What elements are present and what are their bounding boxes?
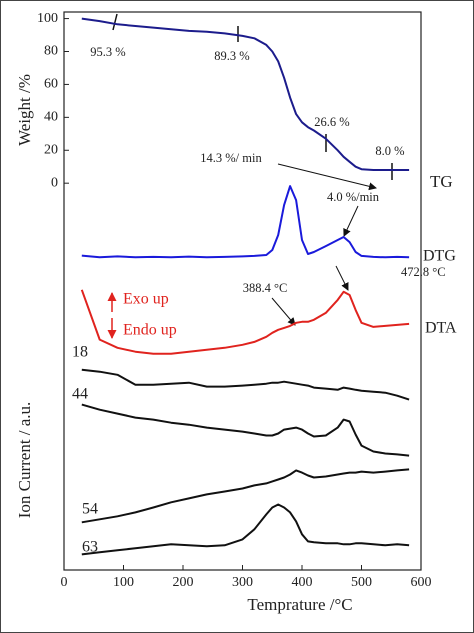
series-label: DTG xyxy=(423,248,456,265)
annotation: 472.8 °C xyxy=(401,265,446,279)
series-label: 54 xyxy=(82,501,98,518)
series-line xyxy=(81,185,410,259)
step-mark xyxy=(112,13,118,31)
y-axis-title-lower: Ion Current / a.u. xyxy=(15,402,34,519)
series-line xyxy=(80,289,410,355)
annotation: Endo up xyxy=(123,322,177,339)
annotation: 388.4 °C xyxy=(243,281,288,295)
y-tick-label: 60 xyxy=(44,77,58,92)
annotation: 26.6 % xyxy=(314,115,349,129)
y-tick-label: 0 xyxy=(51,175,58,190)
x-tick-label: 200 xyxy=(173,575,194,590)
x-tick-label: 100 xyxy=(113,575,134,590)
series-label: TG xyxy=(430,172,453,191)
annotation: 14.3 %/ min xyxy=(200,151,262,165)
x-tick-label: 500 xyxy=(351,575,372,590)
x-tick-label: 0 xyxy=(61,575,68,590)
series-line xyxy=(81,17,410,171)
arrow xyxy=(335,265,349,291)
series-label: DTA xyxy=(425,320,457,337)
x-tick-label: 600 xyxy=(411,575,432,590)
arrow xyxy=(343,205,359,237)
x-tick-label: 300 xyxy=(232,575,253,590)
x-axis-title: Temprature /°C xyxy=(247,595,352,614)
arrow xyxy=(271,297,296,326)
series-line xyxy=(81,403,410,457)
series-line xyxy=(81,503,410,556)
annotation: 95.3 % xyxy=(90,45,125,59)
annotation: 4.0 %/min xyxy=(327,190,380,204)
arrow xyxy=(277,163,377,191)
y-tick-label: 40 xyxy=(44,110,58,125)
annotation: 89.3 % xyxy=(214,49,249,63)
annotation: 8.0 % xyxy=(375,144,404,158)
y-tick-label: 100 xyxy=(37,11,58,26)
series-label: 44 xyxy=(72,386,88,403)
annotation: Exo up xyxy=(123,291,169,308)
y-axis-title: Weight /% xyxy=(15,74,34,146)
y-tick-label: 20 xyxy=(44,142,58,157)
series-line xyxy=(81,468,410,524)
series-label: 18 xyxy=(72,344,88,361)
x-tick-label: 400 xyxy=(292,575,313,590)
series-line xyxy=(81,368,410,401)
y-tick-label: 80 xyxy=(44,44,58,59)
series-label: 63 xyxy=(82,539,98,556)
